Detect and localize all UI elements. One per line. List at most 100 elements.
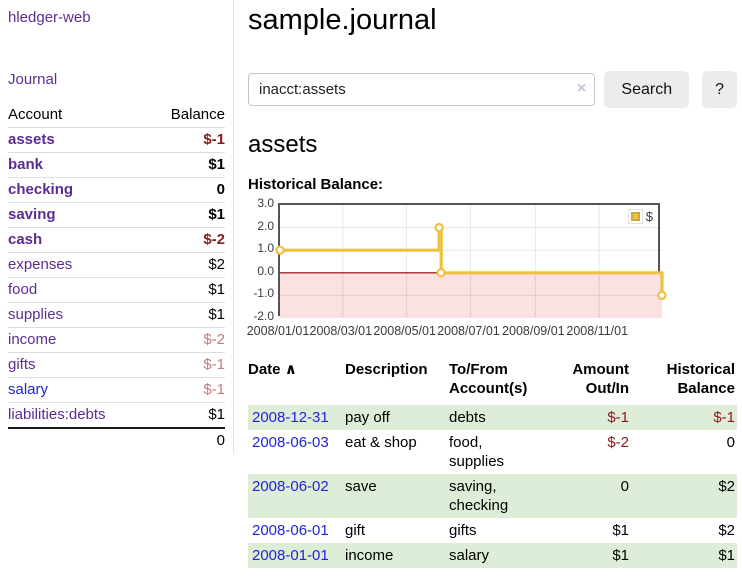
y-tick-label: 2.0 xyxy=(257,218,274,233)
chart-title: Historical Balance: xyxy=(248,176,384,193)
x-tick-label: 2008/11/01 xyxy=(566,324,629,338)
account-row: checking 0 xyxy=(8,177,225,203)
register-header-date[interactable]: Date ∧ xyxy=(248,361,297,378)
x-tick-label: 2008/09/01 xyxy=(502,324,565,338)
transaction-accounts: food, supplies xyxy=(449,434,505,470)
y-tick-label: 3.0 xyxy=(257,196,274,210)
search-input[interactable] xyxy=(248,73,596,106)
transaction-amount: 0 xyxy=(620,478,629,495)
account-row: assets $-1 xyxy=(8,127,225,153)
account-balance: $-2 xyxy=(203,231,225,248)
account-balance: $1 xyxy=(208,156,225,173)
y-tick-label: -2.0 xyxy=(253,309,274,323)
account-row: supplies $1 xyxy=(8,302,225,328)
account-balance: 0 xyxy=(216,181,225,198)
transaction-row: 2008-06-03 eat & shop food, supplies $-2 0 xyxy=(248,430,737,474)
sidebar-item-journal[interactable]: Journal xyxy=(8,71,58,88)
transaction-row: 2008-06-01 gift gifts $1 $2 xyxy=(248,518,737,543)
account-link[interactable]: liabilities:debts xyxy=(8,406,106,423)
account-link[interactable]: expenses xyxy=(8,256,73,273)
account-balance: $-2 xyxy=(203,331,225,348)
y-tick-label: -1.0 xyxy=(253,286,274,301)
account-link[interactable]: food xyxy=(8,281,38,298)
account-heading: assets xyxy=(248,131,318,158)
transaction-amount: $1 xyxy=(612,522,629,539)
accounts-total-row: 0 xyxy=(8,427,225,453)
account-balance: $1 xyxy=(208,306,225,323)
brand-link[interactable]: hledger-web xyxy=(8,9,91,26)
transaction-accounts: debts xyxy=(449,409,486,426)
account-link[interactable]: income xyxy=(8,331,57,348)
brand: hledger-web xyxy=(8,9,225,26)
y-tick-label: 0.0 xyxy=(257,263,274,278)
transaction-amount: $-1 xyxy=(607,409,629,426)
app-window: hledger-web Journal Account Balance asse… xyxy=(0,0,742,568)
transaction-description: income xyxy=(345,547,394,564)
account-link[interactable]: saving xyxy=(8,206,56,223)
register-header-amount: Amount Out/In xyxy=(572,361,629,397)
accounts-header-row: Account Balance xyxy=(8,103,225,128)
transaction-date-link[interactable]: 2008-06-03 xyxy=(252,434,329,451)
main-pane: sample.journal × Search ? assets Histori… xyxy=(234,0,742,568)
search-bar: × Search ? xyxy=(248,71,737,108)
register-header-row: Date ∧ Description To/From Account(s) Am… xyxy=(248,360,737,405)
accounts-total-spacer xyxy=(8,427,148,453)
historical-balance-chart: 3.0 2.0 1.0 0.0 -1.0 -2.0 $2008/01/01 2008/03/0… xyxy=(247,196,728,343)
transaction-row: 2008-06-02 save saving, checking 0 $2 xyxy=(248,474,737,518)
transaction-row: 2008-12-31 pay off debts $-1 $-1 xyxy=(248,405,737,430)
accounts-table: Account Balance assets $-1 bank $1 checking 0… xyxy=(8,103,225,453)
account-balance: $2 xyxy=(208,256,225,273)
transaction-date-link[interactable]: 2008-06-01 xyxy=(252,522,329,539)
transaction-row: 2008-01-01 income salary $1 $1 xyxy=(248,543,737,568)
transaction-accounts: salary xyxy=(449,547,490,564)
account-row: expenses $2 xyxy=(8,252,225,278)
account-link[interactable]: gifts xyxy=(8,356,36,373)
transaction-accounts: saving, checking xyxy=(449,478,509,514)
help-button[interactable]: ? xyxy=(702,71,737,108)
transaction-date-link[interactable]: 2008-01-01 xyxy=(252,547,329,564)
transaction-description: save xyxy=(345,478,377,495)
x-tick-label: 2008/05/01 xyxy=(373,324,436,338)
search-box: × xyxy=(248,73,596,106)
account-balance: $-1 xyxy=(203,131,225,148)
transaction-balance: 0 xyxy=(726,434,735,451)
clear-search-icon[interactable]: × xyxy=(577,80,587,97)
account-balance: $-1 xyxy=(203,381,225,398)
account-link[interactable]: cash xyxy=(8,231,43,248)
account-row: liabilities:debts $1 xyxy=(8,402,225,429)
transaction-date-link[interactable]: 2008-06-02 xyxy=(252,478,329,495)
account-row: cash $-2 xyxy=(8,227,225,253)
account-link[interactable]: supplies xyxy=(8,306,64,323)
register-header-description: Description xyxy=(345,361,428,378)
sidebar-nav: Journal xyxy=(8,71,225,88)
search-button[interactable]: Search xyxy=(604,71,690,108)
transaction-description: eat & shop xyxy=(345,434,417,451)
accounts-header-account: Account xyxy=(8,106,63,123)
accounts-header-balance: Balance xyxy=(170,106,225,123)
account-link[interactable]: checking xyxy=(8,181,74,198)
x-tick-label: 2008/07/01 xyxy=(437,324,500,338)
transaction-date-link[interactable]: 2008-12-31 xyxy=(252,409,329,426)
sidebar: hledger-web Journal Account Balance asse… xyxy=(0,0,234,453)
register-header-accounts: To/From Account(s) xyxy=(449,361,528,397)
x-tick-label: 2008/03/01 xyxy=(309,324,373,338)
account-row: salary $-1 xyxy=(8,377,225,403)
account-balance: $1 xyxy=(208,206,225,223)
legend-label: $ xyxy=(645,209,653,224)
account-link[interactable]: assets xyxy=(8,131,55,148)
register-table: Date ∧ Description To/From Account(s) Am… xyxy=(248,360,737,568)
account-balance: $1 xyxy=(208,406,225,423)
series-swatch-icon xyxy=(627,209,643,224)
accounts-total-value: 0 xyxy=(147,427,225,453)
chart-plot-area: $ xyxy=(275,203,667,318)
account-balance: $-1 xyxy=(203,356,225,373)
account-row: income $-2 xyxy=(8,327,225,353)
transaction-amount: $1 xyxy=(612,547,629,564)
sort-ascending-icon: ∧ xyxy=(284,361,297,378)
account-row: gifts $-1 xyxy=(8,352,225,378)
transaction-description: pay off xyxy=(345,409,390,426)
transaction-balance: $-1 xyxy=(713,409,735,426)
transaction-accounts: gifts xyxy=(449,522,477,539)
account-link[interactable]: bank xyxy=(8,156,44,173)
account-link[interactable]: salary xyxy=(8,381,49,398)
